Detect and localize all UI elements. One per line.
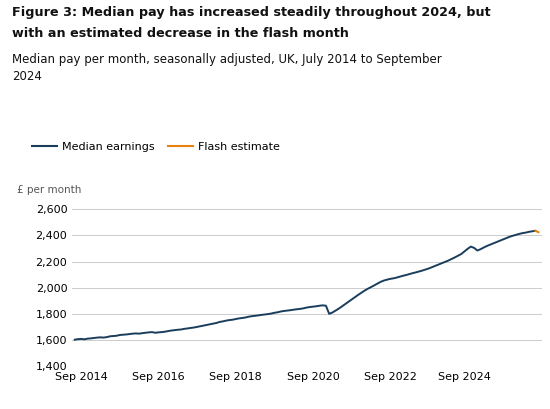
Text: with an estimated decrease in the flash month: with an estimated decrease in the flash … — [12, 27, 349, 40]
Text: Median pay per month, seasonally adjusted, UK, July 2014 to September
2024: Median pay per month, seasonally adjuste… — [12, 53, 442, 83]
Text: Figure 3: Median pay has increased steadily throughout 2024, but: Figure 3: Median pay has increased stead… — [12, 6, 491, 19]
Legend: Median earnings, Flash estimate: Median earnings, Flash estimate — [28, 137, 284, 156]
Text: £ per month: £ per month — [18, 184, 82, 195]
